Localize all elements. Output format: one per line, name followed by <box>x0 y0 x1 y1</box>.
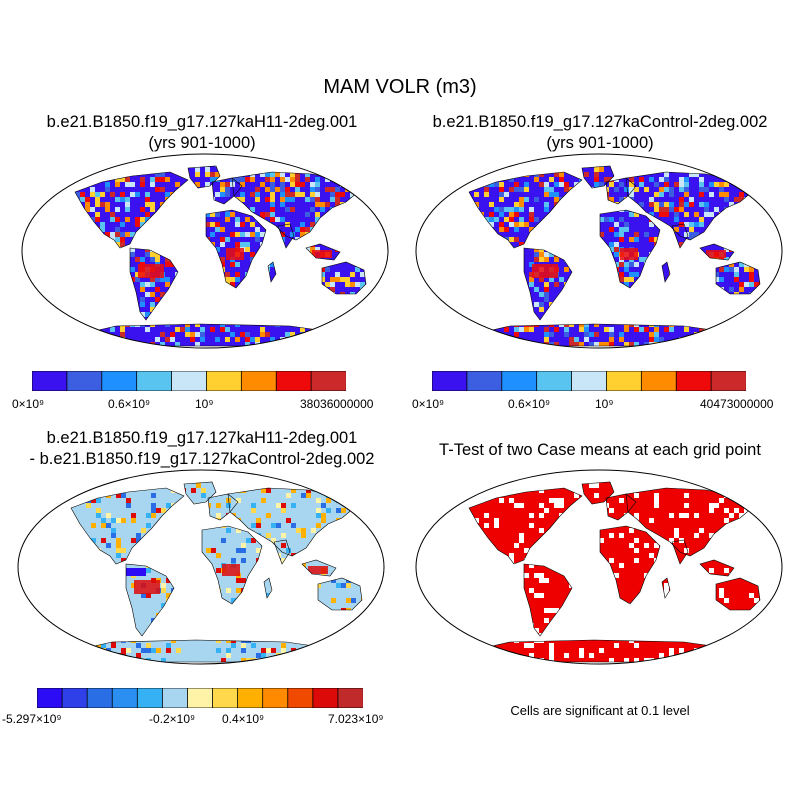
colorbar-swatch <box>640 371 677 391</box>
colorbar-swatch <box>37 688 63 708</box>
panel-2-title-line2: (yrs 901-1000) <box>546 134 654 152</box>
panel-3-colorbar-label-a: -0.2×10⁹ <box>149 712 196 726</box>
panel-1-colorbar-label-min: 0×10⁹ <box>12 397 45 411</box>
panel-3-map <box>17 469 385 665</box>
panel-3-colorbar-label-min: -5.297×10⁹ <box>2 712 62 726</box>
colorbar-swatch <box>111 688 139 708</box>
panel-2-colorbar <box>432 371 746 391</box>
panel-4-map <box>415 469 783 665</box>
map-boundary <box>17 469 385 665</box>
colorbar-swatch <box>161 688 189 708</box>
colorbar-swatch <box>287 688 314 708</box>
landmass-australia <box>318 578 362 610</box>
map-boundary <box>415 469 783 665</box>
panel-2-colorbar-label-min: 0×10⁹ <box>412 397 445 411</box>
landmass-northAmerica <box>469 488 582 564</box>
colorbar-swatch <box>86 688 113 708</box>
colorbar-swatch <box>337 688 363 708</box>
colorbar-swatch <box>32 371 68 391</box>
panel-1-colorbar-label-b: 10⁹ <box>195 397 214 411</box>
colorbar-swatch <box>606 371 643 391</box>
colorbar-swatch <box>171 371 208 391</box>
colorbar-swatch <box>61 688 88 708</box>
map-boundary <box>21 153 389 349</box>
colorbar-swatch <box>237 688 264 708</box>
panel-2-colorbar-label-b: 10⁹ <box>595 397 614 411</box>
panel-3-colorbar-label-b: 0.4×10⁹ <box>222 712 265 726</box>
figure-title: MAM VOLR (m3) <box>323 76 477 98</box>
colorbar-swatch <box>212 688 239 708</box>
panel-2-map <box>415 153 783 349</box>
panel-3-title-line2: - b.e21.B1850.f19_g17.127kaControl-2deg.… <box>29 450 375 468</box>
panel-3-title-line1: b.e21.B1850.f19_g17.127kaH11-2deg.001 <box>46 429 358 447</box>
panel-3-colorbar-label-max: 7.023×10⁹ <box>328 712 384 726</box>
significance-note: Cells are significant at 0.1 level <box>510 703 690 718</box>
colorbar-swatch <box>501 371 538 391</box>
panel-2-colorbar-label-a: 0.6×10⁹ <box>508 397 551 411</box>
panel-1-colorbar <box>32 371 346 391</box>
colorbar-swatch <box>206 371 243 391</box>
colorbar-swatch <box>187 688 214 708</box>
landmass-southAmerica <box>524 564 572 636</box>
colorbar-swatch <box>710 371 746 391</box>
colorbar-swatch <box>312 688 339 708</box>
panel-1-title: b.e21.B1850.f19_g17.127kaH11-2deg.001 (y… <box>7 112 397 154</box>
panel-1-colorbar-label-max: 38036000000 <box>300 397 374 411</box>
panel-4-title: T-Test of two Case means at each grid po… <box>439 441 761 459</box>
colorbar-swatch <box>66 371 103 391</box>
colorbar-swatch <box>310 371 346 391</box>
colorbar-swatch <box>675 371 712 391</box>
panel-1-colorbar-label-a: 0.6×10⁹ <box>108 397 151 411</box>
colorbar-swatch <box>571 371 608 391</box>
colorbar-swatch <box>240 371 277 391</box>
panel-2-title-line1: b.e21.B1850.f19_g17.127kaControl-2deg.00… <box>432 113 768 131</box>
panel-1-title-line1: b.e21.B1850.f19_g17.127kaH11-2deg.001 <box>46 113 358 131</box>
colorbar-swatch <box>275 371 312 391</box>
panel-1-map <box>21 153 389 349</box>
colorbar-swatch <box>262 688 289 708</box>
map-boundary <box>415 153 783 349</box>
panel-1-title-line2: (yrs 901-1000) <box>148 134 256 152</box>
panel-3-title: b.e21.B1850.f19_g17.127kaH11-2deg.001 - … <box>7 428 397 470</box>
colorbar-swatch <box>101 371 138 391</box>
panel-3-colorbar <box>37 688 363 708</box>
panel-2-title: b.e21.B1850.f19_g17.127kaControl-2deg.00… <box>405 112 795 154</box>
colorbar-swatch <box>136 688 164 708</box>
panel-2-colorbar-label-max: 40473000000 <box>700 397 774 411</box>
colorbar-swatch <box>432 371 468 391</box>
colorbar-swatch <box>466 371 503 391</box>
colorbar-swatch <box>536 371 573 391</box>
colorbar-swatch <box>136 371 173 391</box>
